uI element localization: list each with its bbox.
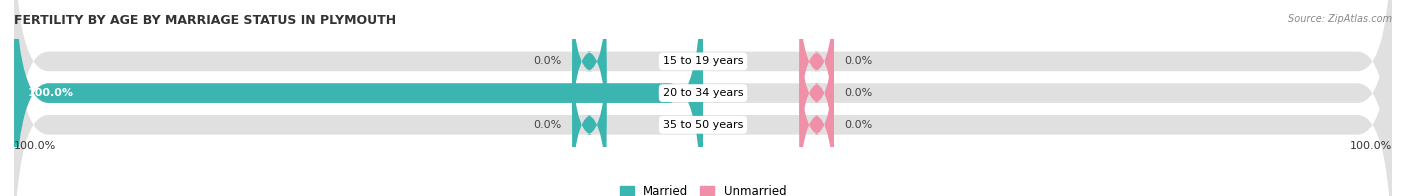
- Text: 100.0%: 100.0%: [1350, 141, 1392, 151]
- FancyBboxPatch shape: [14, 0, 703, 196]
- Text: 20 to 34 years: 20 to 34 years: [662, 88, 744, 98]
- FancyBboxPatch shape: [572, 0, 606, 147]
- Text: FERTILITY BY AGE BY MARRIAGE STATUS IN PLYMOUTH: FERTILITY BY AGE BY MARRIAGE STATUS IN P…: [14, 14, 396, 27]
- FancyBboxPatch shape: [14, 0, 1392, 196]
- Text: 0.0%: 0.0%: [844, 88, 873, 98]
- Text: 0.0%: 0.0%: [533, 56, 562, 66]
- Text: 35 to 50 years: 35 to 50 years: [662, 120, 744, 130]
- FancyBboxPatch shape: [800, 8, 834, 178]
- FancyBboxPatch shape: [800, 40, 834, 196]
- Legend: Married, Unmarried: Married, Unmarried: [617, 183, 789, 196]
- FancyBboxPatch shape: [14, 0, 1392, 196]
- FancyBboxPatch shape: [800, 0, 834, 147]
- Text: 15 to 19 years: 15 to 19 years: [662, 56, 744, 66]
- Text: 0.0%: 0.0%: [533, 120, 562, 130]
- Text: Source: ZipAtlas.com: Source: ZipAtlas.com: [1288, 14, 1392, 24]
- FancyBboxPatch shape: [14, 0, 1392, 196]
- Text: 100.0%: 100.0%: [28, 88, 75, 98]
- Text: 0.0%: 0.0%: [844, 120, 873, 130]
- Text: 100.0%: 100.0%: [14, 141, 56, 151]
- Text: 0.0%: 0.0%: [844, 56, 873, 66]
- FancyBboxPatch shape: [572, 40, 606, 196]
